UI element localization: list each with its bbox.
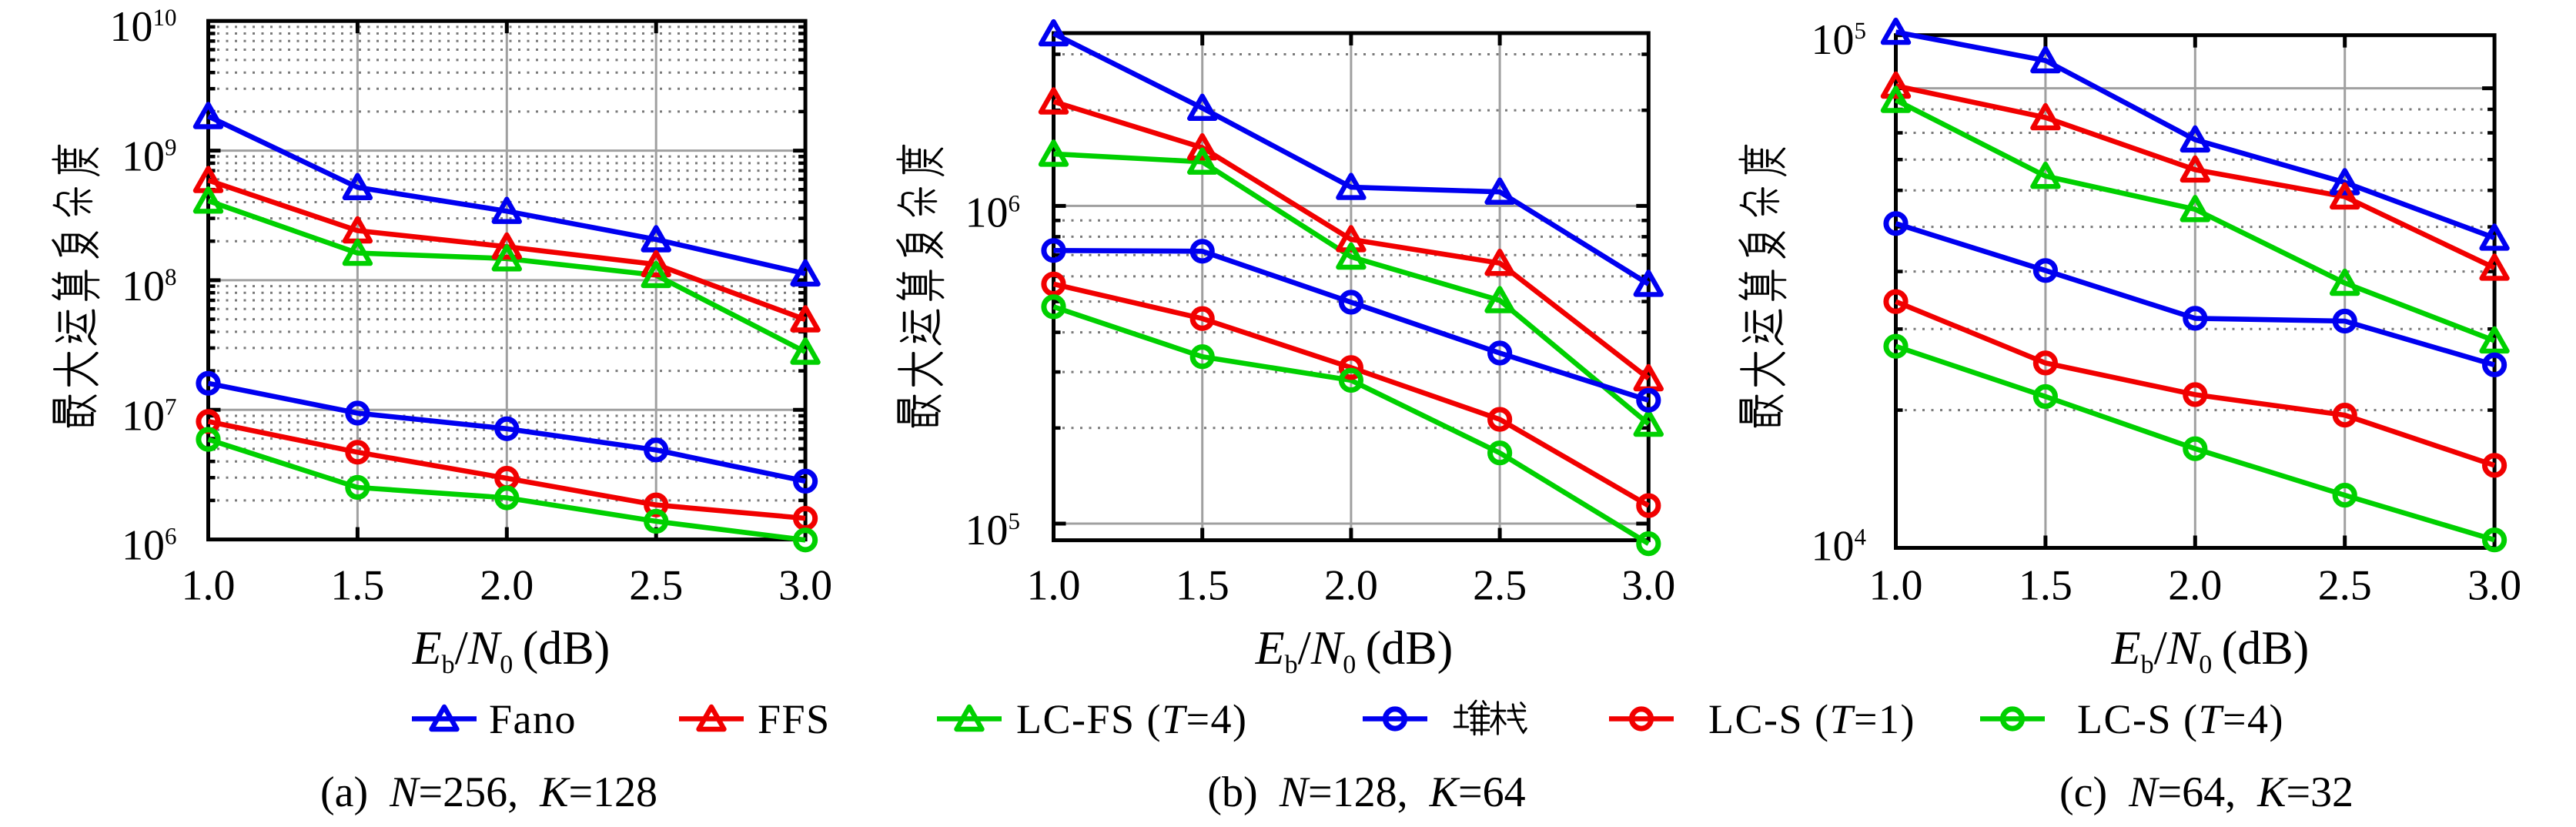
svg-text:2.5: 2.5	[629, 562, 683, 610]
svg-text:2.5: 2.5	[2318, 562, 2372, 610]
svg-text:(b) N=128, K=64: (b) N=128, K=64	[1207, 768, 1525, 816]
svg-text:2.0: 2.0	[2168, 562, 2222, 610]
svg-text:1.0: 1.0	[1869, 562, 1923, 610]
svg-text:1.5: 1.5	[2019, 562, 2073, 610]
svg-text:1.0: 1.0	[182, 562, 236, 610]
svg-text:2.5: 2.5	[1473, 562, 1527, 610]
svg-text:107: 107	[122, 392, 177, 440]
svg-text:2.0: 2.0	[1324, 562, 1378, 610]
svg-text:105: 105	[1812, 16, 1867, 64]
svg-text:1.0: 1.0	[1027, 562, 1081, 610]
svg-text:Eb/N0 (dB): Eb/N0 (dB)	[1255, 622, 1454, 679]
svg-text:(a) N=256, K=128: (a) N=256, K=128	[320, 768, 657, 816]
svg-text:106: 106	[965, 189, 1021, 237]
svg-text:2.0: 2.0	[480, 562, 534, 610]
svg-text:3.0: 3.0	[1621, 562, 1675, 610]
svg-text:105: 105	[965, 507, 1021, 554]
svg-text:LC-S (T=4): LC-S (T=4)	[2077, 696, 2284, 742]
svg-text:Fano: Fano	[489, 696, 577, 742]
svg-text:106: 106	[122, 522, 177, 570]
svg-text:LC-FS (T=4): LC-FS (T=4)	[1016, 696, 1248, 742]
svg-text:104: 104	[1812, 523, 1867, 571]
svg-text:(c) N=64, K=32: (c) N=64, K=32	[2059, 768, 2354, 816]
svg-text:Eb/N0 (dB): Eb/N0 (dB)	[2111, 622, 2310, 679]
svg-text:1.5: 1.5	[1176, 562, 1229, 610]
svg-text:3.0: 3.0	[2467, 562, 2521, 610]
svg-text:LC-S (T=1): LC-S (T=1)	[1708, 696, 1915, 742]
svg-text:3.0: 3.0	[778, 562, 832, 610]
svg-text:108: 108	[122, 263, 177, 310]
svg-text:1010: 1010	[110, 3, 177, 51]
svg-text:1.5: 1.5	[330, 562, 384, 610]
svg-text:109: 109	[122, 133, 177, 181]
svg-text:FFS: FFS	[758, 696, 831, 742]
svg-text:Eb/N0 (dB): Eb/N0 (dB)	[412, 622, 611, 679]
